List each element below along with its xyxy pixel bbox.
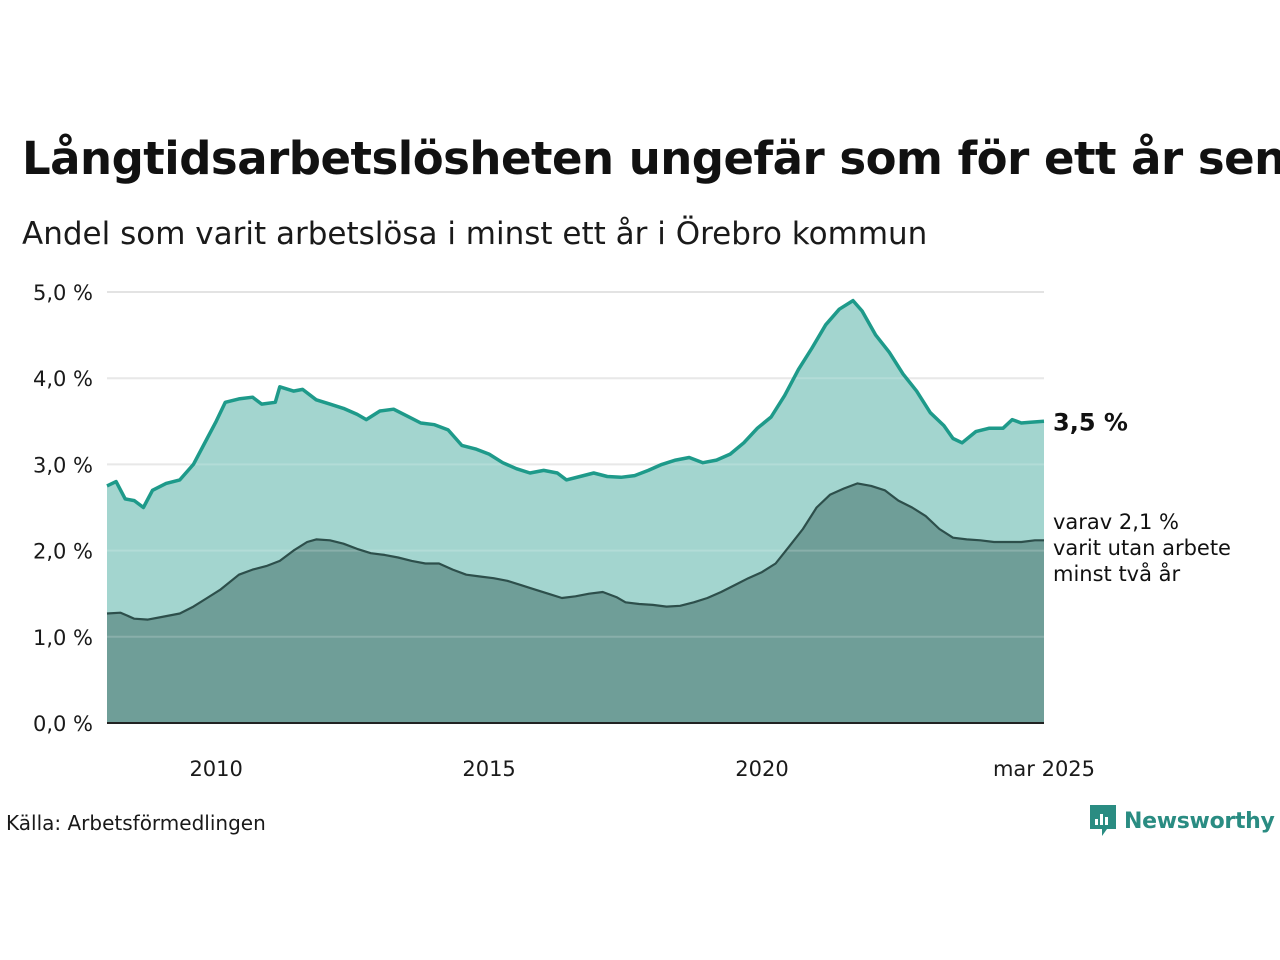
y-tick-label: 2,0 % (33, 540, 93, 564)
annotation-line: varit utan arbete (1053, 536, 1231, 560)
x-tick-label: 2015 (462, 757, 515, 781)
newsworthy-logo-icon (1090, 805, 1116, 836)
x-tick-label: 2020 (735, 757, 788, 781)
y-tick-label: 4,0 % (33, 367, 93, 391)
x-tick-label: mar 2025 (993, 757, 1095, 781)
annotation-line: minst två år (1053, 561, 1181, 586)
y-tick-label: 0,0 % (33, 712, 93, 736)
y-tick-label: 1,0 % (33, 626, 93, 650)
brand-name: Newsworthy (1124, 808, 1275, 834)
y-tick-label: 5,0 % (33, 281, 93, 305)
chart-subtitle: Andel som varit arbetslösa i minst ett å… (22, 216, 928, 252)
annotation-line: varav 2,1 % (1053, 510, 1179, 534)
area-series (106, 298, 1045, 723)
chart-title: Långtidsarbetslösheten ungefär som för e… (22, 132, 1280, 185)
end-value-label: 3,5 % (1053, 408, 1128, 436)
axes: 0,0 % 1,0 % 2,0 % 3,0 % 4,0 % 5,0 % 2010 2015 20… (33, 281, 1095, 781)
series-line-ett-ar (106, 298, 1045, 510)
series-line-tva-ar (106, 482, 1044, 621)
source-note: Källa: Arbetsförmedlingen (6, 811, 266, 835)
brand-logo[interactable]: Newsworthy (1088, 803, 1275, 839)
y-tick-label: 3,0 % (33, 453, 93, 477)
x-tick-label: 2010 (189, 757, 242, 781)
